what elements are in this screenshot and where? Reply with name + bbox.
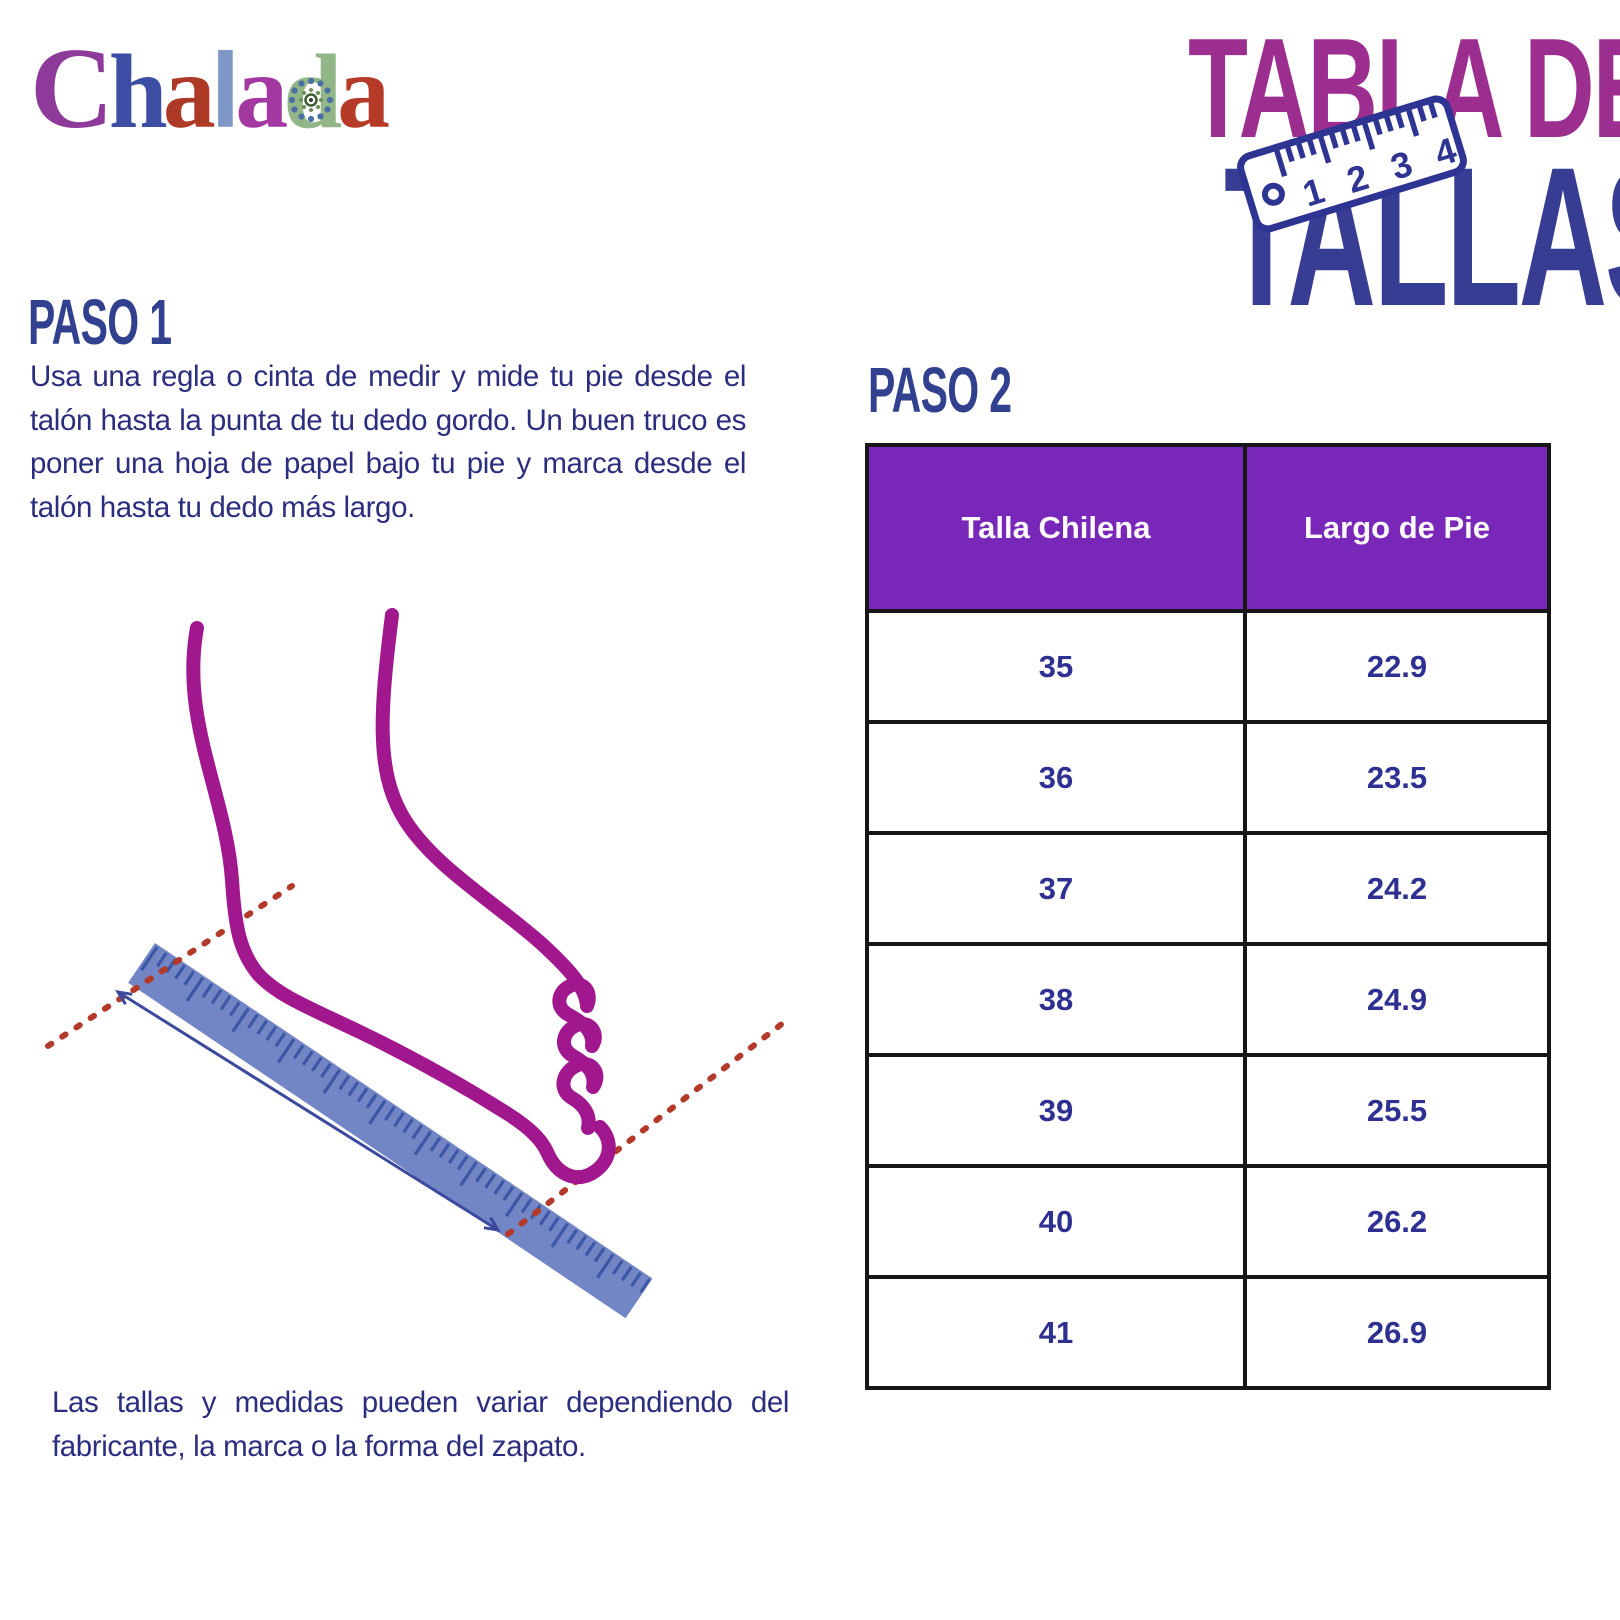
brand-logo: Chalad a: [30, 25, 390, 160]
largo-value: 24.9: [1243, 942, 1551, 1057]
talla-value: 35: [865, 609, 1247, 724]
logo-letter: C: [30, 25, 114, 153]
largo-value: 25.5: [1243, 1053, 1551, 1168]
largo-value: 26.2: [1243, 1164, 1551, 1279]
table-row: 40 26.2: [865, 1164, 1551, 1279]
size-table-header-row: Talla Chilena Largo de Pie: [865, 443, 1551, 613]
logo-letter: l: [210, 32, 241, 150]
step1-heading: PASO 1: [28, 286, 172, 358]
foot-measuring-illustration: [45, 608, 790, 1319]
column-header-talla-chilena: Talla Chilena: [865, 443, 1247, 613]
measurement-arrow: [115, 989, 501, 1233]
ruler-icon: 1 2 3 4: [1237, 95, 1467, 233]
talla-value: 36: [865, 720, 1247, 835]
talla-value: 39: [865, 1053, 1247, 1168]
logo-letter-d: d: [283, 33, 342, 150]
step1-instructions: Usa una regla o cinta de medir y mide tu…: [30, 360, 746, 524]
foot-outline: [186, 608, 616, 1185]
table-row: 38 24.9: [865, 942, 1551, 1057]
size-table: Talla Chilena Largo de Pie 35 22.9 36 23…: [865, 443, 1551, 1390]
table-row: 35 22.9: [865, 609, 1551, 724]
ruler-graphic: [128, 943, 653, 1319]
logo-letter: a: [337, 33, 390, 150]
largo-value: 24.2: [1243, 831, 1551, 946]
logo-letter: h: [108, 33, 168, 150]
table-row: 37 24.2: [865, 831, 1551, 946]
dotted-guide-lines: [45, 883, 790, 1237]
disclaimer-text: Las tallas y medidas pueden variar depen…: [52, 1386, 789, 1463]
largo-value: 22.9: [1243, 609, 1551, 724]
mandala-flower-icon: [289, 77, 334, 123]
table-row: 39 25.5: [865, 1053, 1551, 1168]
talla-value: 38: [865, 942, 1247, 1057]
table-row: 41 26.9: [865, 1275, 1551, 1390]
column-header-largo-de-pie: Largo de Pie: [1243, 443, 1551, 613]
step2-heading: PASO 2: [868, 354, 1012, 426]
logo-letter: a: [162, 33, 216, 150]
talla-value: 37: [865, 831, 1247, 946]
page-title: TABLA DE TALLAS: [1083, 18, 1620, 336]
largo-value: 23.5: [1243, 720, 1551, 835]
logo-letter: a: [235, 33, 288, 150]
talla-value: 41: [865, 1275, 1247, 1390]
talla-value: 40: [865, 1164, 1247, 1279]
largo-value: 26.9: [1243, 1275, 1551, 1390]
table-row: 36 23.5: [865, 720, 1551, 835]
